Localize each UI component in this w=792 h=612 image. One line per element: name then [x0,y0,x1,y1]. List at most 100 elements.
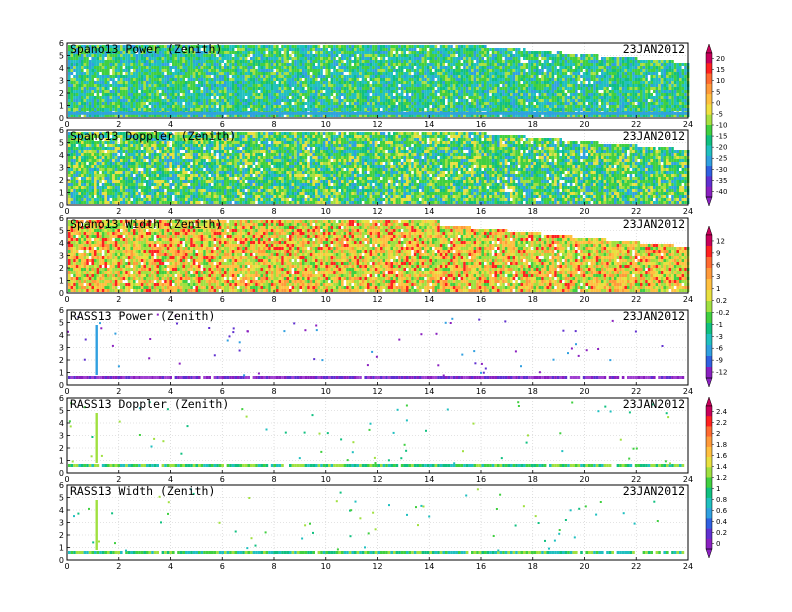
data-cell [572,81,575,84]
data-cell [504,63,508,66]
data-cell [499,87,503,90]
data-cell [608,90,612,93]
data-cell [471,108,474,111]
data-cell [471,69,474,72]
data-cell [138,108,141,111]
data-cell [268,90,271,93]
data-cell [273,75,276,78]
data-cell [148,63,152,66]
data-cell [252,66,256,69]
data-cell [161,66,165,69]
data-cell [517,78,521,81]
data-cell [281,87,284,90]
data-cell [112,51,115,54]
data-cell [395,54,399,57]
data-cell [390,60,393,63]
data-cell [250,114,253,117]
data-cell [398,96,401,99]
data-cell [486,54,490,57]
data-cell [364,45,367,48]
data-cell [377,81,380,84]
data-cell [346,48,349,51]
data-cell [536,66,539,69]
data-cell [486,84,490,87]
data-cell [335,60,339,63]
data-cell [510,81,513,84]
data-cell [289,114,292,117]
data-cell [268,66,271,69]
data-cell [593,99,596,102]
data-cell [450,63,453,66]
data-cell [385,108,388,111]
data-cell [125,72,128,75]
data-cell [237,102,240,105]
data-cell [491,105,495,108]
data-cell [317,99,321,102]
data-cell [203,75,206,78]
data-cell [307,60,310,63]
data-cell [390,45,393,48]
data-cell [250,105,253,108]
data-cell [343,87,347,90]
data-cell [200,96,204,99]
data-cell [68,51,71,54]
data-cell [413,48,417,51]
data-cell [99,96,102,99]
data-cell [429,87,432,90]
data-cell [468,51,471,54]
data-cell [567,54,570,57]
data-cell [426,99,430,102]
data-cell [426,69,430,72]
data-cell [153,108,157,111]
data-cell [335,72,339,75]
data-cell [510,57,513,60]
data-cell [595,63,599,66]
data-cell [83,90,87,93]
data-cell [138,57,141,60]
data-cell [530,78,534,81]
data-cell [172,90,175,93]
data-cell [450,99,453,102]
data-cell [213,57,217,60]
data-cell [611,69,614,72]
data-cell [512,87,516,90]
data-cell [494,54,497,57]
data-cell [309,51,313,54]
data-cell [598,63,601,66]
data-cell [452,99,456,102]
data-cell [590,66,594,69]
data-cell [260,105,263,108]
data-cell [374,114,378,117]
data-cell [130,108,133,111]
data-cell [640,69,643,72]
data-cell [642,93,646,96]
data-cell [96,51,100,54]
data-cell [499,66,503,69]
data-cell [406,57,409,60]
data-cell [577,60,581,63]
data-cell [257,84,261,87]
data-cell [447,96,451,99]
data-cell [387,48,391,51]
data-cell [434,75,438,78]
data-cell [237,69,240,72]
data-cell [403,75,406,78]
data-cell [525,75,529,78]
data-cell [133,48,136,51]
data-cell [543,108,547,111]
data-cell [432,63,435,66]
data-cell [377,75,380,78]
data-cell [159,51,162,54]
data-cell [471,60,474,63]
data-cell [291,90,295,93]
data-cell [91,114,94,117]
data-cell [484,108,487,111]
data-cell [546,78,549,81]
data-cell [224,99,227,102]
data-cell [567,63,570,66]
data-cell [276,105,279,108]
data-cell [172,54,175,57]
data-cell [494,99,497,102]
data-cell [489,81,492,84]
data-cell [190,72,193,75]
